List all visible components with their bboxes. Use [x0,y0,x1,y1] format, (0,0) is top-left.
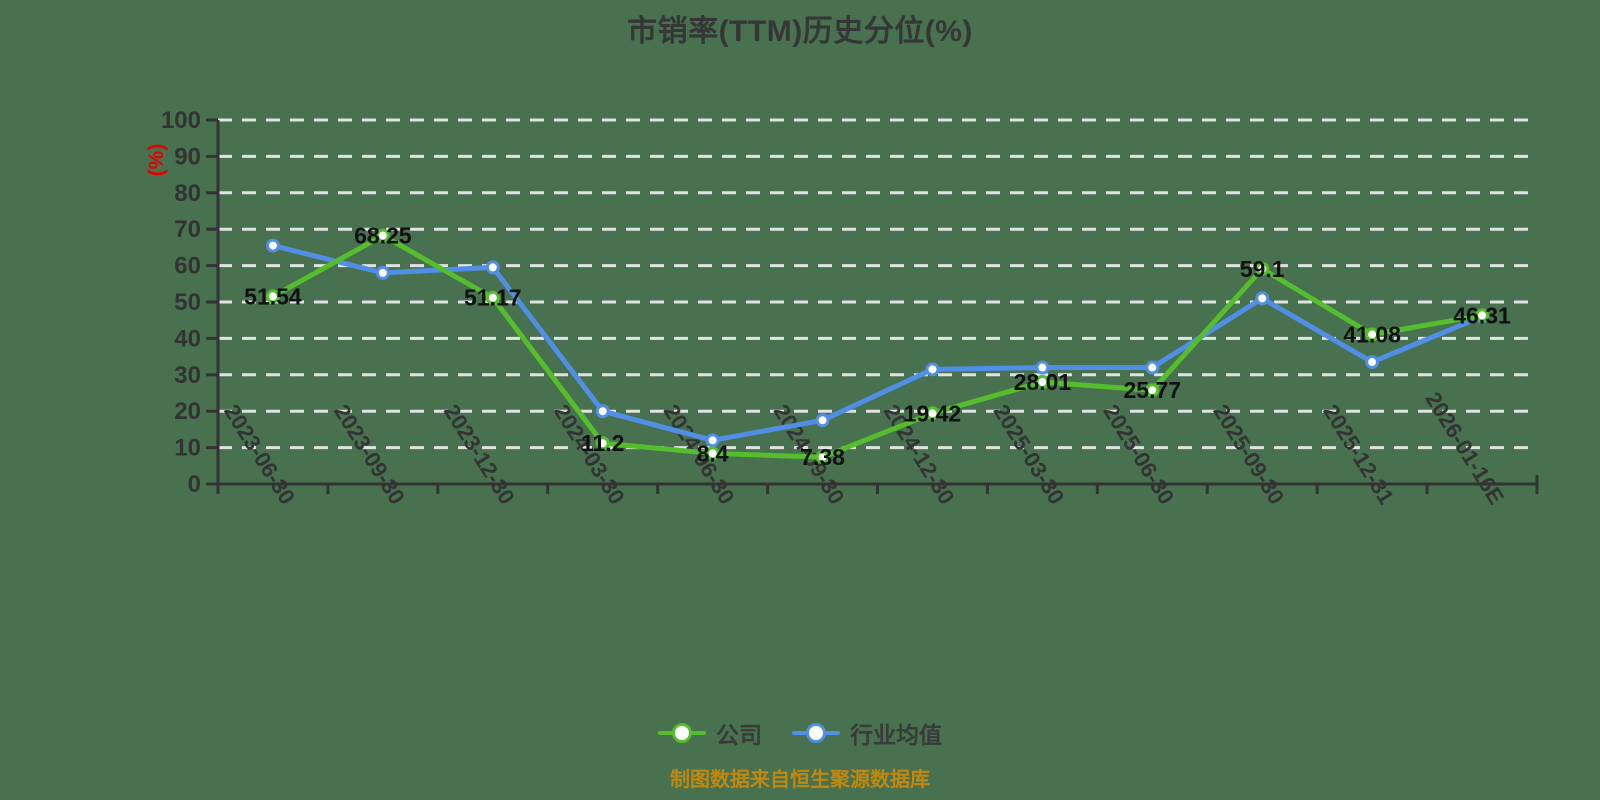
y-axis-tick-label: 60 [174,253,201,280]
industry-data-point [1035,360,1050,375]
company-data-point [265,289,280,304]
data-point-label: 46.31 [1453,302,1511,328]
company-data-point [705,446,720,461]
company-series-marker-icon [658,723,706,743]
company-data-point [1035,375,1050,390]
data-point-label: 51.54 [244,283,302,309]
industry-series-line [270,243,1485,443]
industry-series-marker-icon [792,723,840,743]
y-axis-tick-label: 20 [174,398,201,425]
x-axis-label: 2023-06-30 [219,400,300,509]
company-data-point [1475,308,1490,323]
y-axis-tick-label: 40 [174,325,201,352]
data-point-label: 25.77 [1124,377,1182,403]
company-series-line [270,233,1485,460]
data-point-label: 7.38 [800,444,845,470]
industry-data-point [925,362,940,377]
data-point-label: 11.2 [581,430,625,456]
y-axis-tick-label: 30 [174,362,201,389]
company-data-point [595,436,610,451]
industry-data-point [595,404,610,419]
company-data-point [1145,383,1160,398]
data-point-label: 59.1 [1240,256,1285,282]
x-axis-label: 2025-09-30 [1208,400,1289,509]
x-axis-label: 2023-12-30 [439,400,520,509]
legend-item-company[interactable]: 公司 [658,716,762,750]
company-data-point [925,406,940,421]
y-axis-tick-label: 80 [174,180,201,207]
chart-legend: 公司 行业均值 [0,716,1600,750]
data-point-label: 41.08 [1343,321,1401,347]
industry-data-point [815,413,830,428]
y-axis-tick-label: 0 [188,471,201,498]
industry-data-point [1255,291,1270,306]
legend-label-company: 公司 [716,722,762,748]
legend-label-industry: 行业均值 [850,722,942,748]
data-point-label: 51.17 [464,285,522,311]
industry-data-point [1145,360,1160,375]
y-axis-tick-label: 70 [174,216,201,243]
data-point-label: 19.42 [904,400,962,426]
y-axis-tick-label: 50 [174,289,201,316]
x-axis-label: 2025-06-30 [1098,400,1179,509]
company-data-point [1365,327,1380,342]
chart-title: 市销率(TTM)历史分位(%) [627,15,973,48]
y-axis-tick-label: 90 [174,143,201,170]
x-axis-label: 2025-03-30 [988,400,1069,509]
company-data-point [815,450,830,465]
x-axis-label: 2025-12-31 [1318,400,1399,509]
industry-data-point [705,433,720,448]
data-point-label: 68.25 [354,223,412,249]
company-data-point [485,290,500,305]
data-source-note: 制图数据来自恒生聚源数据库 [670,769,930,791]
data-point-label: 8.4 [697,440,729,466]
legend-item-industry[interactable]: 行业均值 [792,716,942,750]
industry-data-point [485,260,500,275]
company-data-point [375,228,390,243]
company-data-point [1255,261,1270,276]
industry-data-point [375,265,390,280]
industry-data-point [265,238,280,253]
x-axis-label: 2023-09-30 [329,400,410,509]
data-point-label: 28.01 [1014,369,1072,395]
y-axis-tick-label: 10 [174,435,201,462]
y-axis-tick-label: 100 [161,107,201,134]
industry-data-point [1365,355,1380,370]
